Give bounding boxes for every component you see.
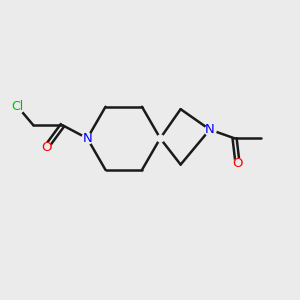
Text: N: N xyxy=(82,132,92,145)
Text: Cl: Cl xyxy=(11,100,23,113)
Text: N: N xyxy=(205,123,215,136)
Text: O: O xyxy=(41,141,52,154)
Text: O: O xyxy=(232,157,243,169)
